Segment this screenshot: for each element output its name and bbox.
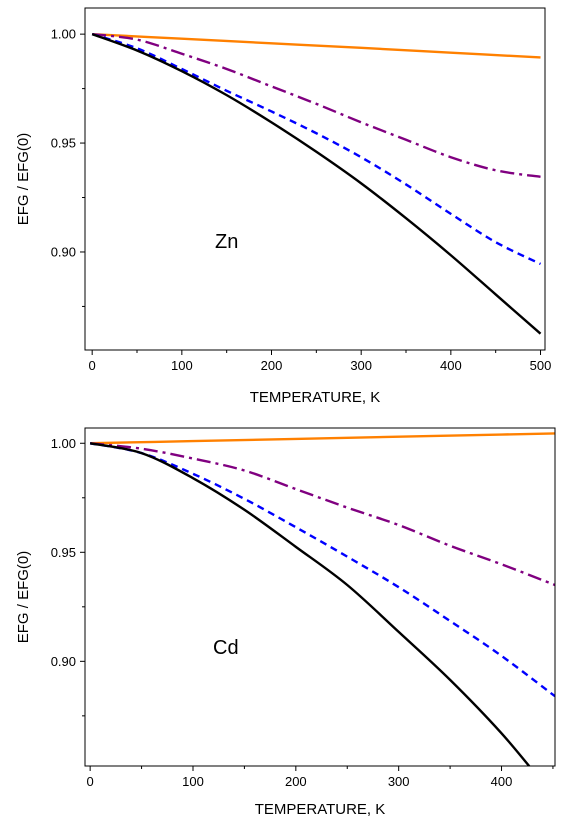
series-line-2	[89, 442, 555, 698]
element-annotation: Zn	[215, 231, 238, 253]
series-line-3	[91, 33, 542, 335]
series-line-1	[90, 442, 555, 587]
x-tick-label: 0	[89, 358, 96, 373]
y-tick-label: 0.95	[51, 136, 76, 151]
series-line-2	[91, 32, 542, 266]
x-axis-title: TEMPERATURE, K	[250, 389, 381, 406]
series-group	[91, 32, 542, 335]
x-tick-label: 100	[182, 774, 204, 789]
plot-frame	[84, 7, 546, 351]
x-tick-label: 300	[350, 358, 372, 373]
series-line-1	[92, 32, 541, 179]
x-tick-label: 300	[388, 774, 410, 789]
element-annotation: Cd	[213, 637, 239, 659]
x-tick-label: 500	[530, 358, 552, 373]
series-group	[89, 432, 555, 766]
y-tick-label: 0.90	[51, 654, 76, 669]
x-tick-label: 400	[440, 358, 462, 373]
series-line-0	[90, 432, 555, 445]
series-line-3	[89, 442, 531, 766]
x-axis-title: TEMPERATURE, K	[255, 801, 386, 818]
y-tick-label: 0.90	[51, 244, 76, 259]
x-tick-label: 200	[261, 358, 283, 373]
x-tick-label: 400	[491, 774, 513, 789]
y-axis-title: EFG / EFG(0)	[15, 133, 32, 226]
x-tick-label: 100	[171, 358, 193, 373]
x-tick-label: 200	[285, 774, 307, 789]
x-tick-label: 0	[87, 774, 94, 789]
zn-panel: 0 100 200 300 400 500 0.90 0.95 1.00 TEMPERATURE,…	[15, 7, 552, 406]
plot-frame	[84, 427, 556, 767]
y-tick-label: 1.00	[51, 436, 76, 451]
y-tick-label: 1.00	[51, 27, 76, 42]
cd-panel: 0 100 200 300 400 0.90 0.95 1.00 TEMPERATURE, K E…	[15, 427, 556, 818]
y-axis-title: EFG / EFG(0)	[15, 551, 32, 644]
series-line-0	[92, 32, 541, 59]
y-tick-label: 0.95	[51, 545, 76, 560]
